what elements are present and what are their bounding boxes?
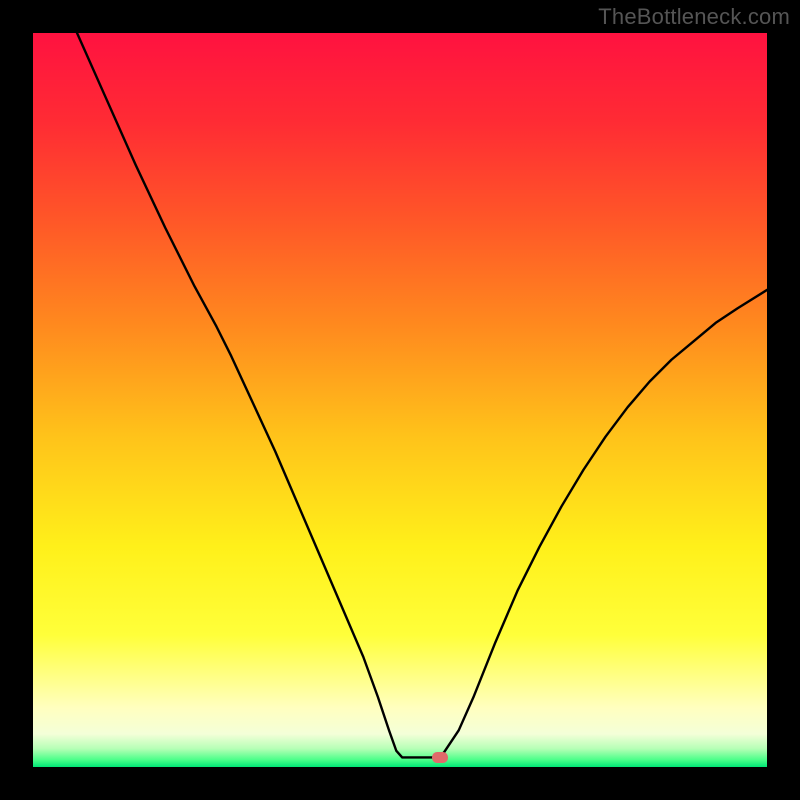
gradient-background xyxy=(33,33,767,767)
plot-svg xyxy=(33,33,767,767)
optimal-point-marker xyxy=(432,752,448,762)
plot-area xyxy=(33,33,767,767)
chart-frame: TheBottleneck.com xyxy=(0,0,800,800)
watermark-text: TheBottleneck.com xyxy=(598,4,790,30)
